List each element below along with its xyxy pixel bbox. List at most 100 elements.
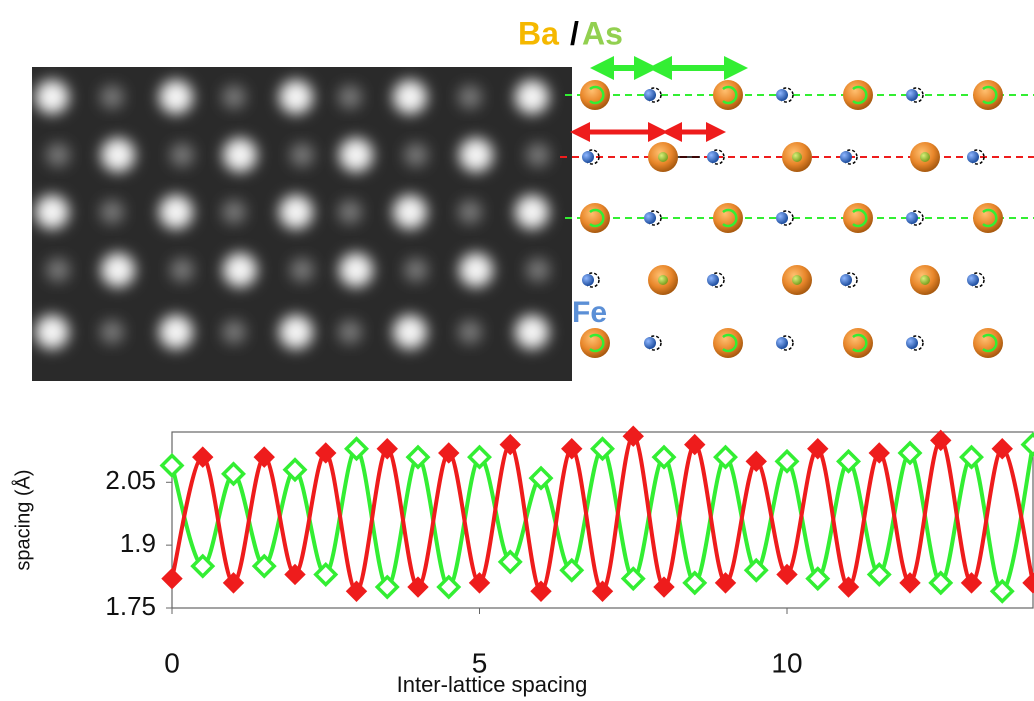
fe-atom <box>840 274 852 286</box>
data-point <box>900 443 920 463</box>
fe-atom <box>906 337 918 349</box>
fe-atom <box>967 151 979 163</box>
ba-atom <box>713 328 743 358</box>
stem-spot <box>338 85 362 109</box>
stem-spot <box>279 80 313 114</box>
as-label: As <box>582 15 623 51</box>
stem-spot <box>101 253 135 287</box>
x-axis-label: Inter-lattice spacing <box>397 672 588 697</box>
data-point <box>777 451 797 471</box>
data-point <box>808 439 828 459</box>
data-point <box>408 447 428 467</box>
ba-atom <box>843 328 873 358</box>
fe-atom <box>906 89 918 101</box>
stem-spot <box>515 315 549 349</box>
stem-spot <box>515 195 549 229</box>
as-atom <box>920 152 930 162</box>
ba-label: Ba <box>518 15 559 51</box>
stem-spot <box>338 200 362 224</box>
data-point <box>531 581 551 601</box>
stem-spot <box>339 253 373 287</box>
data-point <box>931 573 951 593</box>
data-point <box>777 564 797 584</box>
stem-spot <box>393 80 427 114</box>
data-point <box>593 581 613 601</box>
data-point <box>839 577 859 597</box>
ba-atom <box>843 80 873 110</box>
as-atom <box>658 275 668 285</box>
stem-spot <box>223 138 257 172</box>
stem-spot <box>170 258 194 282</box>
atomic-model <box>560 68 1034 358</box>
data-point <box>347 581 367 601</box>
stem-spot <box>526 143 550 167</box>
ba-atom <box>580 328 610 358</box>
x-tick-label: 10 <box>771 647 802 678</box>
data-point <box>347 439 367 459</box>
data-point <box>931 430 951 450</box>
stem-spot <box>279 195 313 229</box>
data-point <box>654 447 674 467</box>
y-axis-label: spacing (Å) <box>11 469 34 570</box>
data-point <box>869 443 889 463</box>
data-point <box>1023 573 1034 593</box>
y-tick-label: 1.9 <box>120 528 156 558</box>
figure: Ba / As Fe Inter-lattice spacing spacing… <box>0 0 1034 701</box>
data-point <box>377 577 397 597</box>
fe-atom <box>776 337 788 349</box>
data-point <box>962 573 982 593</box>
series-group <box>162 426 1034 601</box>
data-point <box>992 439 1012 459</box>
data-point <box>746 451 766 471</box>
ba-atom <box>973 80 1003 110</box>
ba-atom <box>973 203 1003 233</box>
data-point <box>992 581 1012 601</box>
fe-atom <box>582 274 594 286</box>
ba-atom <box>973 328 1003 358</box>
stem-spot <box>35 315 69 349</box>
ba-atom <box>580 80 610 110</box>
fe-atom <box>776 89 788 101</box>
stem-spot <box>515 80 549 114</box>
x-tick-label: 5 <box>472 647 488 678</box>
stem-spot <box>338 320 362 344</box>
data-point <box>685 573 705 593</box>
stem-spot <box>339 138 373 172</box>
data-point <box>285 564 305 584</box>
data-point <box>808 569 828 589</box>
data-point <box>377 439 397 459</box>
ba-atom <box>843 203 873 233</box>
stem-spot <box>101 138 135 172</box>
y-tick-label: 1.75 <box>105 591 156 621</box>
stem-spot <box>46 258 70 282</box>
stem-spot <box>159 80 193 114</box>
fe-atom <box>582 151 594 163</box>
as-atom <box>658 152 668 162</box>
fe-atom <box>644 89 656 101</box>
ba-atom <box>580 203 610 233</box>
stem-spot <box>393 195 427 229</box>
data-point <box>746 560 766 580</box>
fe-atom <box>906 212 918 224</box>
data-point <box>162 456 182 476</box>
stem-spot <box>279 315 313 349</box>
fe-atom <box>707 274 719 286</box>
stem-spot <box>222 200 246 224</box>
data-point <box>500 435 520 455</box>
stem-spot <box>222 320 246 344</box>
stem-spot <box>290 143 314 167</box>
data-point <box>254 447 274 467</box>
data-point <box>593 439 613 459</box>
stem-spot <box>459 253 493 287</box>
data-point <box>1023 435 1034 455</box>
fe-atom <box>840 151 852 163</box>
stem-spot <box>404 258 428 282</box>
y-tick-label: 2.05 <box>105 465 156 495</box>
stem-spot <box>100 320 124 344</box>
data-point <box>839 451 859 471</box>
data-point <box>869 564 889 584</box>
stem-spot <box>458 320 482 344</box>
stem-spot <box>159 315 193 349</box>
data-point <box>716 447 736 467</box>
stem-spot <box>458 200 482 224</box>
